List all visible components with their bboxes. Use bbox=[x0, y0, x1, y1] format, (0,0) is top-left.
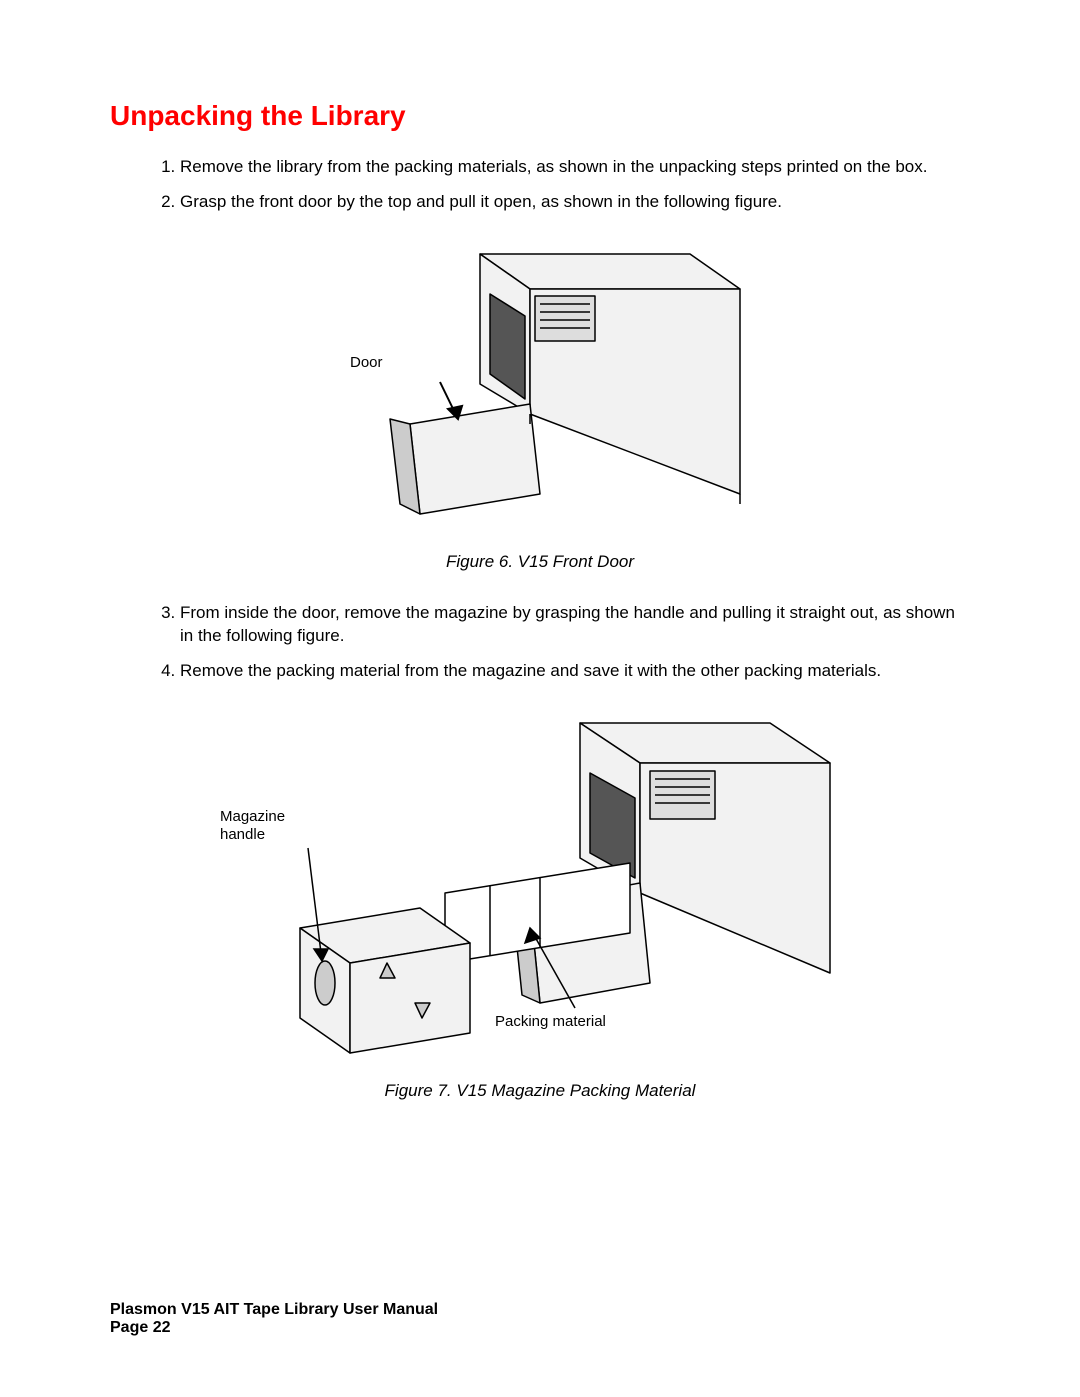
figure-7-svg bbox=[230, 703, 850, 1063]
figure-6-block: Door Fig bbox=[260, 234, 820, 572]
footer-page-label: Page bbox=[110, 1319, 153, 1336]
step-4: Remove the packing material from the mag… bbox=[180, 660, 970, 683]
steps-list-b: From inside the door, remove the magazin… bbox=[110, 602, 970, 683]
footer-suffix: AIT Tape Library User Manual bbox=[210, 1301, 439, 1318]
figure-7-caption: Figure 7. V15 Magazine Packing Material bbox=[180, 1081, 900, 1101]
footer: Plasmon V15 AIT Tape Library User Manual… bbox=[110, 1301, 438, 1337]
step-3: From inside the door, remove the magazin… bbox=[180, 602, 970, 648]
annot-packing: Packing material bbox=[495, 1013, 606, 1030]
footer-product: V15 bbox=[181, 1301, 209, 1318]
annot-handle: Magazine handle bbox=[220, 808, 300, 844]
figure-6-svg bbox=[330, 234, 750, 534]
figure-6-caption: Figure 6. V15 Front Door bbox=[260, 552, 820, 572]
footer-page-num: 22 bbox=[153, 1319, 171, 1336]
page-heading: Unpacking the Library bbox=[110, 100, 970, 132]
figure-7-block: Magazine handle Packing material bbox=[180, 703, 900, 1101]
footer-prefix: Plasmon bbox=[110, 1301, 181, 1318]
step-1: Remove the library from the packing mate… bbox=[180, 156, 970, 179]
steps-list-a: Remove the library from the packing mate… bbox=[110, 156, 970, 214]
step-2: Grasp the front door by the top and pull… bbox=[180, 191, 970, 214]
annot-door: Door bbox=[350, 354, 383, 371]
